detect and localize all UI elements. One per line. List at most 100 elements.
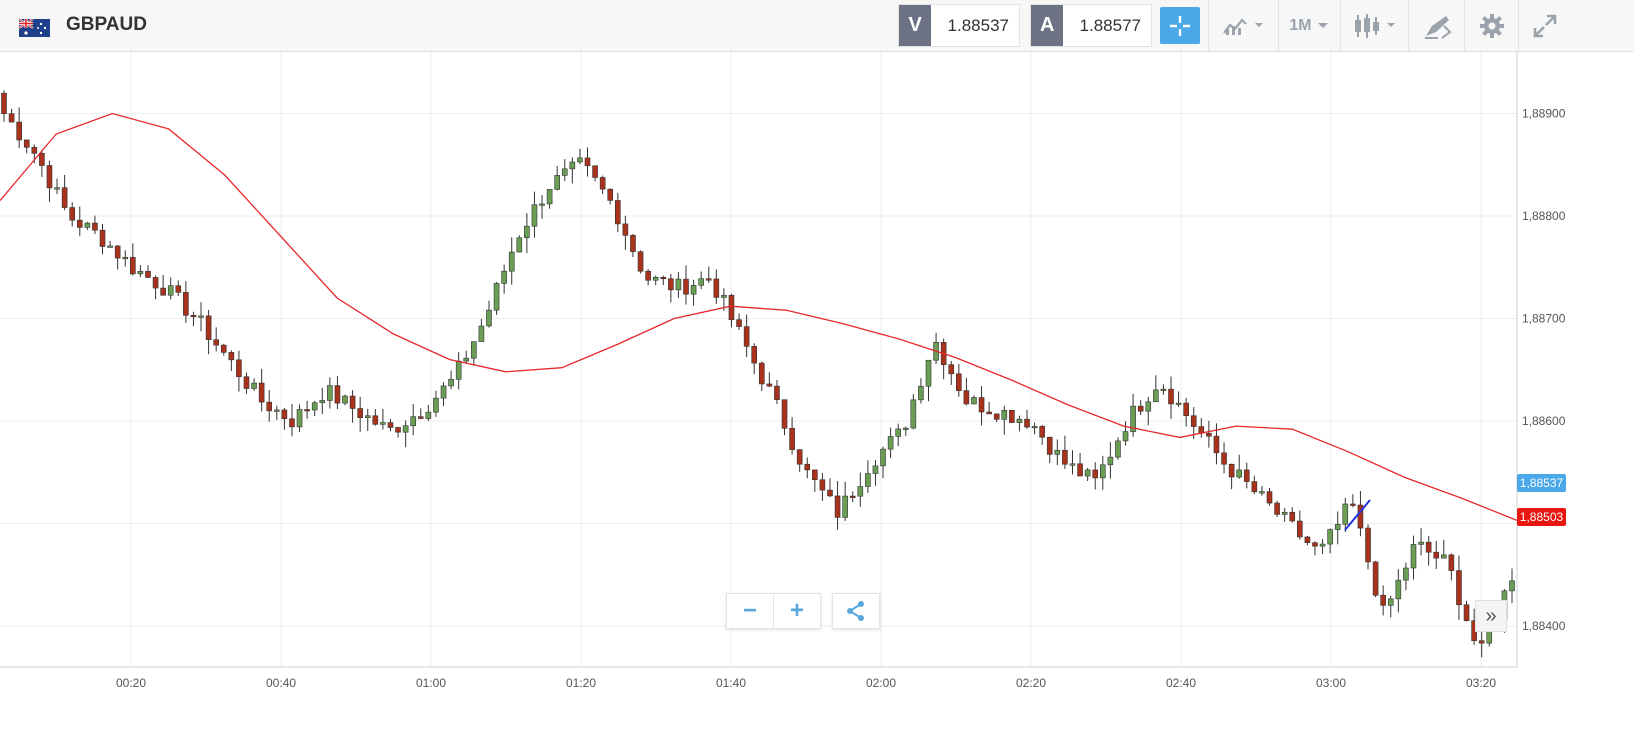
candle-body-down (599, 177, 606, 190)
candle-body-down (281, 409, 288, 420)
candle (660, 275, 667, 286)
chart-type-button[interactable] (1208, 0, 1278, 52)
candle (23, 139, 30, 154)
candle (804, 457, 811, 479)
candle-body-up (652, 276, 659, 281)
candle-body-down (372, 415, 379, 425)
candle (395, 426, 401, 438)
candle-body-up (1281, 511, 1288, 515)
candle-body-down (592, 165, 598, 178)
candle-body-down (46, 165, 53, 189)
candle-body-up (380, 422, 386, 425)
bid-value: 1.88537 (947, 15, 1009, 35)
candle-body-down (1372, 561, 1379, 596)
candle (486, 300, 492, 328)
fullscreen-button[interactable] (1518, 0, 1570, 52)
candle-body-down (357, 408, 363, 418)
candle-body-up (122, 256, 129, 260)
candle (160, 274, 166, 296)
candle-body-down (1228, 463, 1235, 478)
price-tick-label: 1,88800 (1522, 209, 1566, 223)
candle-body-down (728, 295, 735, 321)
candle-body-down (175, 285, 182, 293)
candle-body-down (1183, 402, 1189, 417)
candle (675, 272, 682, 298)
candle-body-up (410, 416, 417, 427)
share-button[interactable] (833, 594, 879, 628)
candle-body-up (1410, 544, 1417, 569)
candle (599, 175, 606, 195)
candle (46, 160, 53, 202)
candle (1357, 491, 1364, 537)
price-tick-label: 1,88400 (1522, 619, 1566, 633)
candle-body-down (1433, 551, 1440, 559)
candle (978, 386, 985, 426)
candle-body-down (705, 278, 712, 281)
ask-quote[interactable]: A 1.88577 (1030, 4, 1152, 47)
candle-body-down (986, 411, 992, 415)
candle (789, 417, 795, 455)
candle-body-down (1297, 520, 1303, 538)
zoom-in-button[interactable]: + (773, 594, 820, 628)
candle (1509, 568, 1515, 604)
candle-body-up (1175, 402, 1182, 405)
candle-body-up (501, 270, 507, 284)
ma-value-tag: 1,88503 (1517, 508, 1566, 526)
candle-body-up (342, 395, 348, 404)
candle (402, 420, 409, 448)
candle (857, 472, 864, 507)
candle-body-up (1259, 491, 1265, 494)
candle-body-down (395, 427, 401, 433)
crosshair-button[interactable] (1160, 7, 1200, 44)
candle (304, 400, 310, 419)
candle-body-up (463, 357, 470, 362)
candle-body-down (660, 276, 667, 280)
candle (925, 359, 932, 402)
bid-quote[interactable]: V 1.88537 (898, 4, 1020, 47)
candle-body-up (887, 436, 894, 450)
candle-body-down (39, 152, 45, 166)
candle (607, 188, 614, 205)
candle (1137, 400, 1144, 416)
candle (433, 390, 439, 417)
candle (1463, 600, 1470, 622)
candle-body-up (402, 425, 409, 433)
candle (1387, 595, 1394, 618)
candle-body-down (1, 92, 7, 114)
candle (1122, 421, 1129, 446)
candle (584, 147, 591, 177)
candle-body-down (289, 418, 295, 428)
candle-body-down (69, 207, 76, 221)
candle (956, 364, 962, 397)
candle (827, 478, 833, 498)
scroll-to-latest-button[interactable]: » (1475, 600, 1507, 632)
candle-body-up (274, 409, 280, 412)
candle-body-down (1312, 542, 1318, 547)
candlestick-button[interactable] (1340, 0, 1408, 52)
timeframe-dropdown[interactable]: 1M (1278, 0, 1340, 52)
candle (948, 360, 955, 385)
candle-body-down (1243, 469, 1250, 482)
candle (1456, 555, 1462, 620)
candle-body-up (1319, 543, 1326, 547)
candle-body-up (516, 237, 523, 253)
candle-body-down (1190, 415, 1197, 427)
candle (342, 394, 348, 406)
settings-button[interactable] (1464, 0, 1518, 52)
candle (963, 377, 970, 406)
candle (796, 449, 803, 472)
expand-icon (1533, 14, 1556, 38)
candle (236, 350, 242, 392)
candle-body-down (827, 489, 833, 497)
candle (1334, 511, 1341, 545)
drawing-tools-button[interactable] (1408, 0, 1464, 52)
candle (986, 401, 992, 415)
candle (539, 195, 545, 219)
candle (1251, 475, 1258, 495)
candle (1274, 500, 1280, 517)
candle-body-up (1403, 567, 1409, 581)
candle (327, 377, 333, 409)
trend-drawing-line[interactable] (1344, 499, 1371, 531)
zoom-out-button[interactable]: − (742, 597, 757, 624)
candle-body-up (721, 295, 727, 298)
